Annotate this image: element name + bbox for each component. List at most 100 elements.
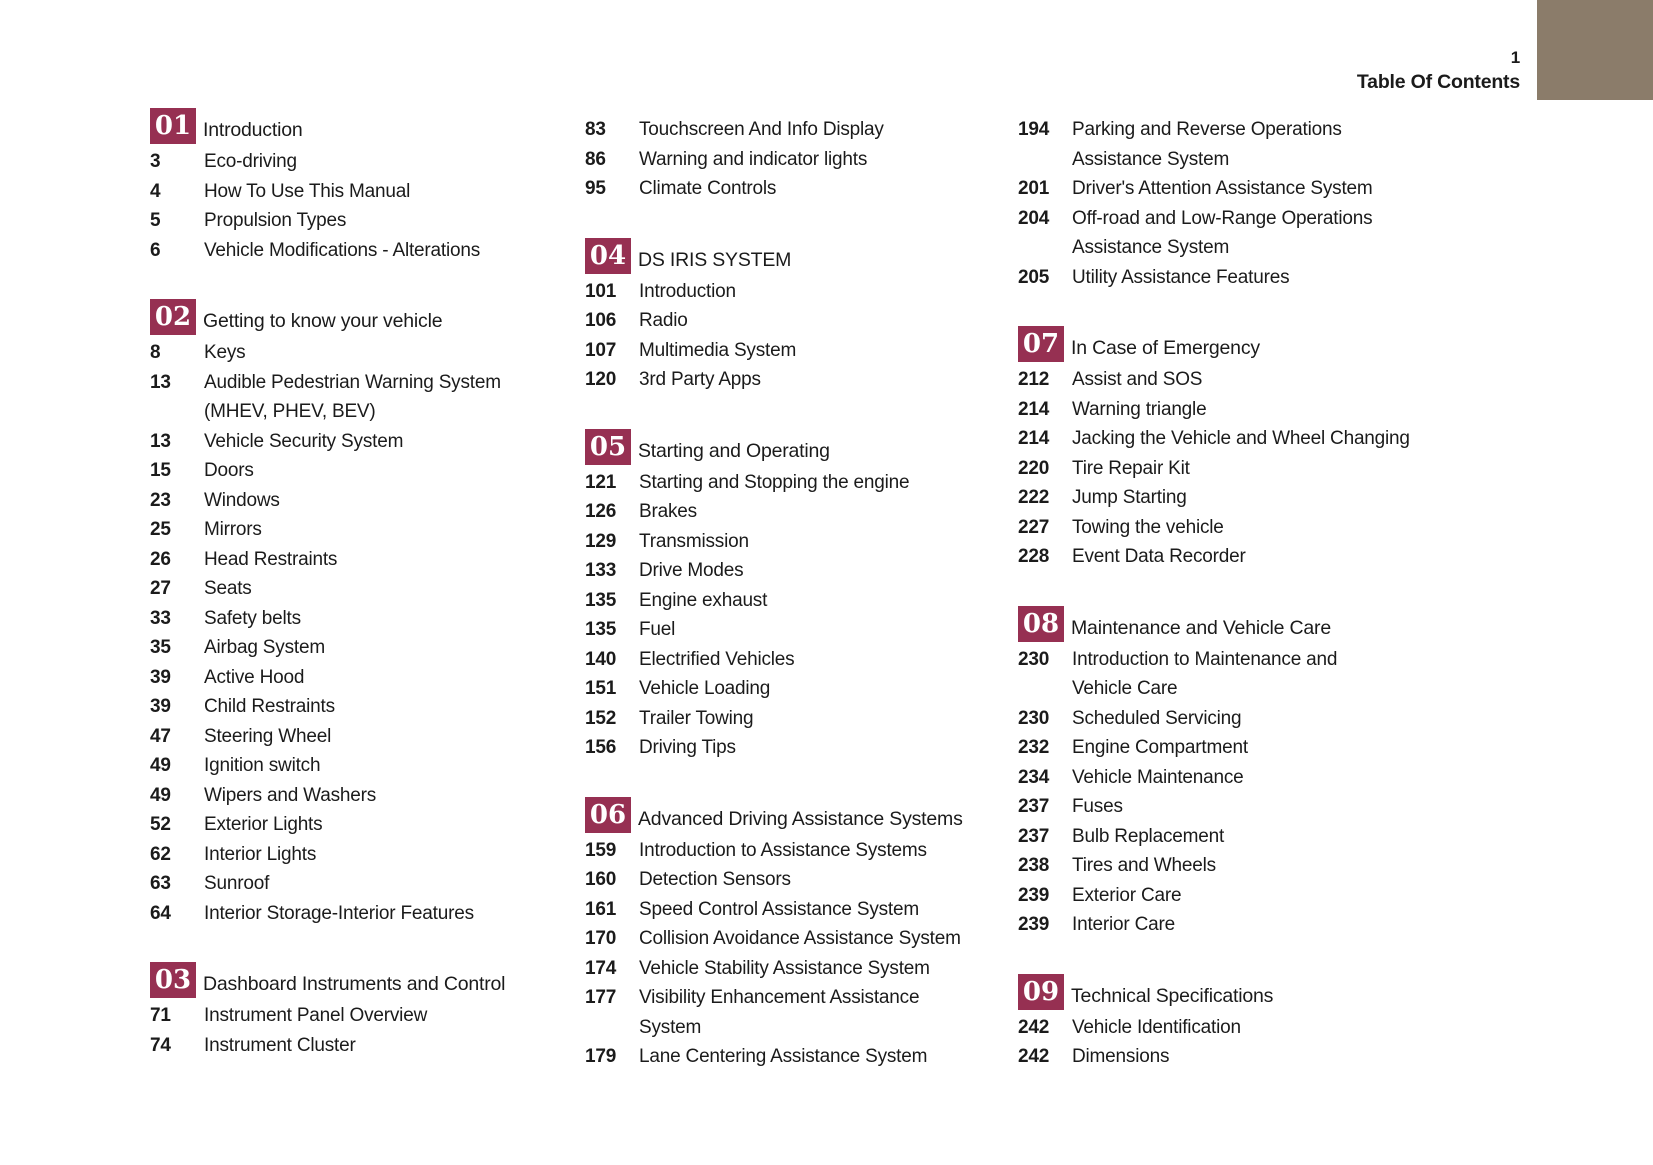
toc-entry: 63 Sunroof (150, 869, 590, 899)
toc-entry: 5 Propulsion Types (150, 206, 590, 236)
section-number-badge: 08 (1018, 605, 1064, 642)
entry-page-number: 201 (1018, 178, 1050, 199)
entry-page-number: 214 (1018, 428, 1050, 449)
entry-page-number: 194 (1018, 119, 1050, 140)
entry-label: Warning triangle (1072, 398, 1207, 420)
entry-label: Driver's Attention Assistance System (1072, 178, 1373, 199)
toc-entry: 156 Driving Tips (585, 733, 1025, 763)
toc-entry: 49 Ignition switch (150, 751, 590, 781)
toc-section-header: 01 Introduction (150, 108, 590, 144)
entry-label: Touchscreen And Info Display (639, 119, 884, 140)
entry-label: Assist and SOS (1072, 369, 1203, 390)
entry-label: Event Data Recorder (1072, 546, 1246, 567)
entry-page-number: 242 (1018, 1046, 1050, 1067)
entry-page-number: 135 (585, 589, 617, 611)
entry-label: Electrified Vehicles (639, 648, 795, 670)
entry-page-number: 220 (1018, 457, 1050, 479)
entry-page-number: 71 (150, 1005, 171, 1026)
entry-page-number: 159 (585, 839, 617, 861)
entry-page-number: 214 (1018, 398, 1050, 420)
entry-page-number: 151 (585, 678, 617, 699)
entry-page-number: 86 (585, 148, 606, 170)
toc-entry: 71 Instrument Panel Overview (150, 1001, 590, 1031)
entry-page-number: 239 (1018, 884, 1050, 906)
section-title: In Case of Emergency (1071, 337, 1260, 359)
toc-entry: 170 Collision Avoidance Assistance System (585, 924, 1025, 954)
section-number-badge: 03 (150, 962, 196, 998)
entry-label: Jacking the Vehicle and Wheel Changing (1072, 428, 1410, 449)
entry-label: How To Use This Manual (204, 180, 411, 202)
page-title: Table Of Contents (1356, 71, 1520, 93)
entry-label: Head Restraints (204, 548, 338, 570)
toc-entry: 222 Jump Starting (1018, 483, 1458, 513)
entry-label: Towing the vehicle (1072, 516, 1224, 538)
entry-label: Introduction to Maintenance and Vehicle C… (1072, 648, 1338, 700)
toc-entry: 25 Mirrors (150, 515, 590, 545)
entry-page-number: 23 (150, 489, 171, 511)
entry-page-number: 222 (1018, 487, 1050, 508)
toc-entry: 86 Warning and indicator lights (585, 145, 1025, 175)
toc-section-header: 04 DS IRIS SYSTEM (585, 237, 1025, 274)
entry-page-number: 39 (150, 696, 171, 717)
toc-entry: 62 Interior Lights (150, 840, 590, 870)
entry-label: Instrument Cluster (204, 1034, 356, 1056)
toc-entry: 242 Dimensions (1018, 1042, 1458, 1072)
entry-page-number: 239 (1018, 914, 1050, 935)
entry-page-number: 237 (1018, 796, 1050, 817)
entry-page-number: 83 (585, 119, 606, 140)
entry-page-number: 15 (150, 460, 171, 481)
toc-entry: 8 Keys (150, 338, 590, 368)
entry-page-number: 5 (150, 210, 161, 231)
toc-entry: 33 Safety belts (150, 604, 590, 634)
toc-section-header: 02 Getting to know your vehicle (150, 299, 590, 335)
toc-entry: 237 Fuses (1018, 792, 1458, 822)
entry-label: Vehicle Modifications - Alterations (204, 239, 481, 261)
entry-page-number: 8 (150, 342, 161, 363)
entry-page-number: 177 (585, 987, 617, 1008)
toc-entry: 126 Brakes (585, 497, 1025, 527)
entry-label: Speed Control Assistance System (639, 898, 919, 920)
entry-label: Detection Sensors (639, 869, 791, 890)
toc-entry: 204 Off-road and Low-Range Operations Assi… (1018, 204, 1458, 263)
entry-label: Mirrors (204, 519, 262, 540)
toc-entry: 201 Driver's Attention Assistance System (1018, 174, 1458, 204)
entry-label: Vehicle Loading (639, 678, 771, 699)
entry-page-number: 174 (585, 957, 617, 979)
entry-page-number: 4 (150, 180, 161, 202)
page-number: 1 (1510, 48, 1520, 67)
entry-label: Windows (204, 489, 280, 511)
toc-entry: 152 Trailer Towing (585, 704, 1025, 734)
toc-entry: 74 Instrument Cluster (150, 1031, 590, 1061)
toc-entry: 101 Introduction (585, 277, 1025, 307)
toc-entry: 39 Child Restraints (150, 692, 590, 722)
entry-page-number: 135 (585, 619, 617, 640)
entry-page-number: 49 (150, 755, 171, 776)
toc-entry: 6 Vehicle Modifications - Alterations (150, 236, 590, 266)
entry-page-number: 107 (585, 339, 617, 361)
entry-page-number: 205 (1018, 266, 1050, 288)
entry-label: Child Restraints (204, 696, 335, 717)
entry-page-number: 6 (150, 239, 161, 261)
toc-column-3: 194 Parking and Reverse Operations Assista… (1018, 115, 1458, 1072)
entry-page-number: 170 (585, 928, 617, 949)
toc-entry: 159 Introduction to Assistance Systems (585, 836, 1025, 866)
section-title: Advanced Driving Assistance Systems (638, 807, 963, 830)
entry-label: Vehicle Maintenance (1072, 766, 1244, 788)
toc-section-header: 09 Technical Specifications (1018, 973, 1458, 1010)
entry-page-number: 25 (150, 519, 171, 540)
entry-label: Jump Starting (1072, 487, 1187, 508)
section-title: Starting and Operating (638, 439, 830, 462)
section-number-badge: 07 (1018, 326, 1064, 362)
entry-label: Bulb Replacement (1072, 825, 1225, 847)
toc-entry: 121 Starting and Stopping the engine (585, 468, 1025, 498)
entry-page-number: 232 (1018, 737, 1050, 758)
entry-label: Climate Controls (639, 178, 777, 199)
toc-entry: 242 Vehicle Identification (1018, 1013, 1458, 1043)
toc-entry: 238 Tires and Wheels (1018, 851, 1458, 881)
entry-label: Parking and Reverse Operations Assistance… (1072, 119, 1342, 170)
entry-page-number: 234 (1018, 766, 1050, 788)
toc-entry: 129 Transmission (585, 527, 1025, 557)
entry-page-number: 106 (585, 310, 617, 331)
toc-section-header: 03 Dashboard Instruments and Control (150, 962, 590, 998)
section-title: DS IRIS SYSTEM (638, 248, 792, 271)
